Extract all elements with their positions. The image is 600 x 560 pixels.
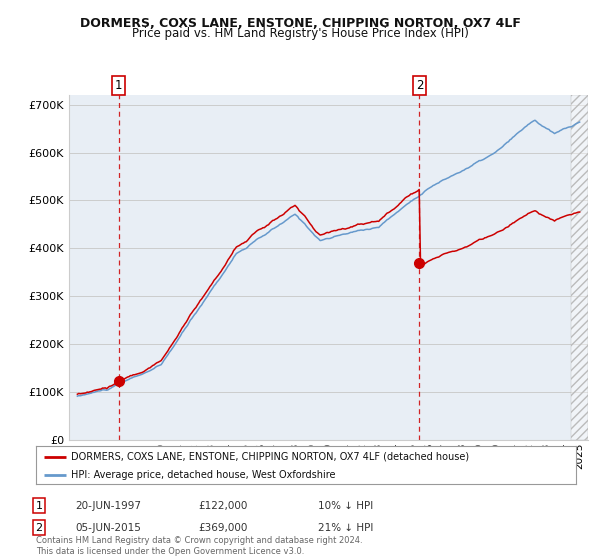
Text: 1: 1 (115, 80, 122, 92)
Text: DORMERS, COXS LANE, ENSTONE, CHIPPING NORTON, OX7 4LF (detached house): DORMERS, COXS LANE, ENSTONE, CHIPPING NO… (71, 451, 469, 461)
Text: HPI: Average price, detached house, West Oxfordshire: HPI: Average price, detached house, West… (71, 470, 335, 480)
Text: 2: 2 (416, 80, 423, 92)
Text: Contains HM Land Registry data © Crown copyright and database right 2024.
This d: Contains HM Land Registry data © Crown c… (36, 536, 362, 556)
Text: 21% ↓ HPI: 21% ↓ HPI (318, 522, 373, 533)
Text: 05-JUN-2015: 05-JUN-2015 (75, 522, 141, 533)
Text: 2: 2 (35, 522, 43, 533)
Text: 20-JUN-1997: 20-JUN-1997 (75, 501, 141, 511)
Text: £369,000: £369,000 (198, 522, 247, 533)
Text: £122,000: £122,000 (198, 501, 247, 511)
Text: 1: 1 (35, 501, 43, 511)
Text: 10% ↓ HPI: 10% ↓ HPI (318, 501, 373, 511)
Text: Price paid vs. HM Land Registry's House Price Index (HPI): Price paid vs. HM Land Registry's House … (131, 27, 469, 40)
Text: DORMERS, COXS LANE, ENSTONE, CHIPPING NORTON, OX7 4LF: DORMERS, COXS LANE, ENSTONE, CHIPPING NO… (80, 17, 520, 30)
